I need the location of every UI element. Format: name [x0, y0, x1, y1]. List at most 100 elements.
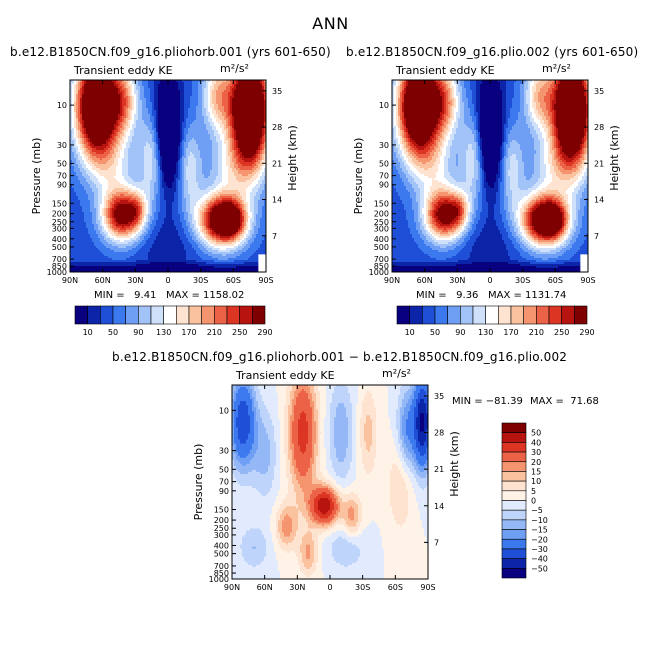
contour-cell: [242, 88, 245, 91]
contour-cell: [236, 148, 239, 151]
contour-cell: [152, 118, 155, 121]
contour-cell: [192, 146, 195, 149]
contour-cell: [170, 172, 173, 175]
contour-cell: [158, 180, 161, 183]
contour-cell: [250, 80, 253, 83]
contour-cell: [240, 166, 243, 169]
contour-cell: [88, 104, 91, 107]
contour-cell: [86, 170, 89, 173]
contour-cell: [226, 116, 229, 119]
contour-cell: [120, 134, 123, 137]
contour-cell: [86, 116, 89, 119]
contour-cell: [134, 164, 137, 167]
contour-cell: [174, 138, 177, 141]
contour-cell: [172, 138, 175, 141]
contour-cell: [204, 146, 207, 149]
contour-cell: [230, 178, 233, 181]
contour-cell: [214, 160, 217, 163]
contour-cell: [138, 146, 141, 149]
contour-cell: [142, 176, 145, 179]
contour-cell: [96, 156, 99, 159]
contour-cell: [206, 170, 209, 173]
contour-cell: [258, 178, 261, 181]
contour-cell: [234, 120, 237, 123]
contour-cell: [204, 110, 207, 113]
contour-cell: [200, 178, 203, 181]
contour-cell: [124, 118, 127, 121]
contour-cell: [230, 106, 233, 109]
contour-cell: [192, 80, 195, 83]
contour-cell: [150, 138, 153, 141]
contour-cell: [96, 100, 99, 103]
contour-cell: [162, 146, 165, 149]
contour-cell: [140, 164, 143, 167]
contour-cell: [100, 130, 103, 133]
contour-cell: [86, 80, 89, 83]
contour-cell: [188, 86, 191, 89]
contour-cell: [96, 106, 99, 109]
contour-cell: [238, 180, 241, 183]
contour-cell: [88, 176, 91, 179]
contour-cell: [226, 158, 229, 161]
contour-cell: [190, 180, 193, 183]
contour-cell: [112, 154, 115, 157]
contour-cell: [176, 124, 179, 127]
contour-cell: [84, 118, 87, 121]
contour-cell: [110, 100, 113, 103]
contour-cell: [264, 138, 267, 141]
contour-cell: [170, 128, 173, 131]
contour-cell: [150, 92, 153, 95]
contour-cell: [94, 90, 97, 93]
contour-cell: [108, 152, 111, 155]
contour-cell: [174, 154, 177, 157]
contour-cell: [72, 128, 75, 131]
contour-cell: [242, 110, 245, 113]
contour-cell: [130, 178, 133, 181]
contour-cell: [204, 136, 207, 139]
contour-cell: [210, 90, 213, 93]
contour-cell: [156, 156, 159, 159]
contour-cell: [220, 118, 223, 121]
contour-cell: [226, 146, 229, 149]
contour-cell: [74, 134, 77, 137]
contour-cell: [72, 154, 75, 157]
contour-cell: [234, 172, 237, 175]
contour-cell: [256, 130, 259, 133]
contour-cell: [140, 174, 143, 177]
contour-cell: [76, 92, 79, 95]
contour-cell: [82, 122, 85, 125]
contour-cell: [104, 122, 107, 125]
contour-cell: [124, 90, 127, 93]
contour-cell: [214, 142, 217, 145]
contour-cell: [150, 80, 153, 83]
contour-cell: [238, 124, 241, 127]
contour-cell: [120, 176, 123, 179]
contour-cell: [122, 130, 125, 133]
contour-cell: [250, 96, 253, 99]
contour-cell: [250, 164, 253, 167]
contour-cell: [102, 106, 105, 109]
contour-cell: [194, 164, 197, 167]
contour-cell: [232, 96, 235, 99]
contour-cell: [80, 106, 83, 109]
contour-cell: [94, 120, 97, 123]
contour-cell: [214, 180, 217, 183]
contour-cell: [80, 168, 83, 171]
contour-cell: [262, 88, 265, 91]
contour-cell: [250, 128, 253, 131]
contour-cell: [180, 178, 183, 181]
contour-cell: [98, 156, 101, 159]
contour-cell: [104, 136, 107, 139]
contour-cell: [246, 136, 249, 139]
contour-cell: [158, 114, 161, 117]
contour-cell: [158, 164, 161, 167]
contour-cell: [200, 156, 203, 159]
contour-cell: [154, 90, 157, 93]
contour-cell: [232, 128, 235, 131]
contour-cell: [102, 90, 105, 93]
contour-cell: [110, 144, 113, 147]
contour-cell: [102, 142, 105, 145]
contour-cell: [170, 92, 173, 95]
contour-cell: [148, 96, 151, 99]
contour-cell: [102, 102, 105, 105]
